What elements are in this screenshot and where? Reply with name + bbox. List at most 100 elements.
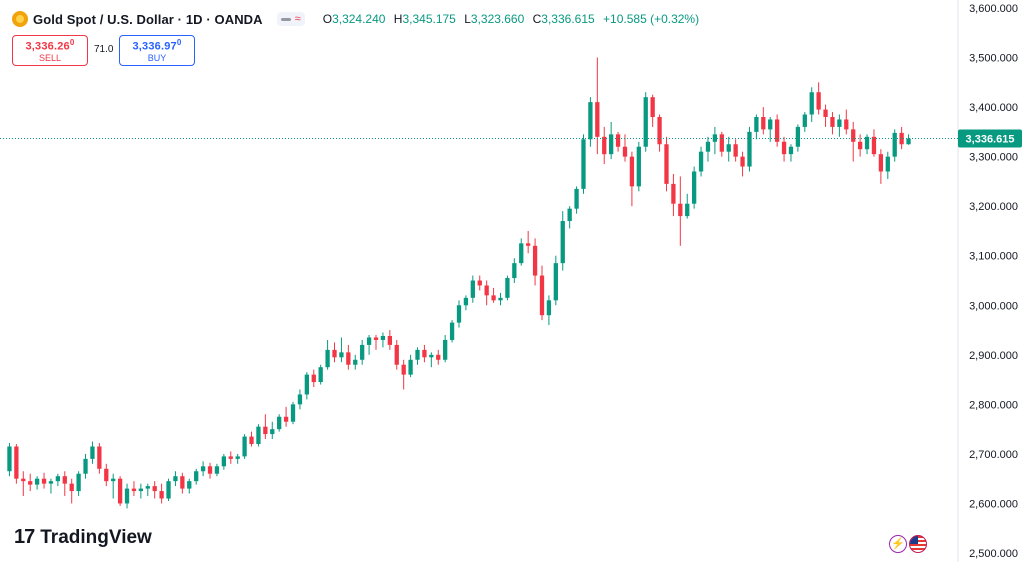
candle-body xyxy=(346,352,351,365)
candle-body xyxy=(187,481,192,489)
candle-body xyxy=(456,305,462,323)
candle-body xyxy=(491,295,496,301)
candle-body xyxy=(754,117,759,132)
candle-body xyxy=(228,456,233,459)
high-value: 3,345.175 xyxy=(402,12,456,26)
candle-body xyxy=(470,280,475,298)
candle-body xyxy=(90,446,95,459)
candle-body xyxy=(719,134,724,152)
candle-body xyxy=(615,134,621,147)
candle-body xyxy=(55,476,61,482)
candle-body xyxy=(270,429,275,435)
candle-body xyxy=(131,488,137,492)
candle-body xyxy=(553,263,558,301)
candle-body xyxy=(781,141,787,155)
wave-icon: ≈ xyxy=(294,13,301,25)
candle-body xyxy=(214,466,220,474)
sell-price: 3,336.260 xyxy=(25,37,75,53)
sell-label: SELL xyxy=(38,53,62,64)
y-tick-label: 3,400.000 xyxy=(969,102,1018,114)
candle-body xyxy=(463,297,469,306)
candle-body xyxy=(519,243,524,264)
candle-body xyxy=(159,491,164,499)
candle-body xyxy=(560,221,565,264)
candle-body xyxy=(837,119,842,127)
us-flag-icon[interactable] xyxy=(909,535,927,553)
y-tick-label: 2,700.000 xyxy=(969,449,1018,461)
candle-body xyxy=(899,132,904,145)
candle-body xyxy=(332,349,337,358)
y-tick-label: 3,500.000 xyxy=(969,53,1018,65)
candle-body xyxy=(97,446,102,469)
candle-body xyxy=(62,476,67,484)
buy-button[interactable]: 3,336.970 BUY xyxy=(119,35,195,66)
lightning-icon[interactable]: ⚡ xyxy=(889,535,907,553)
candle-body xyxy=(83,458,88,474)
candle-body xyxy=(609,134,614,155)
candle-body xyxy=(512,263,517,279)
candle-body xyxy=(124,488,130,504)
candle-body xyxy=(380,335,386,340)
candle-body xyxy=(595,102,600,137)
candle-body xyxy=(325,349,330,368)
spread-value: 71.0 xyxy=(94,44,114,55)
candle-body xyxy=(373,337,379,340)
candle-body xyxy=(401,364,406,375)
candle-body xyxy=(830,117,835,127)
tradingview-logo[interactable]: 17 TradingView xyxy=(14,526,152,549)
candle-body xyxy=(48,481,54,484)
candle-body xyxy=(629,156,635,187)
candle-body xyxy=(692,171,697,204)
candle-body xyxy=(366,337,372,345)
candle-body xyxy=(173,476,178,482)
candle-body xyxy=(152,486,157,492)
candle-body xyxy=(664,144,669,184)
candle-body xyxy=(111,478,116,482)
candle-body xyxy=(823,109,828,117)
close-label: C xyxy=(532,12,542,26)
candle-body xyxy=(816,92,821,110)
candle-body xyxy=(526,243,531,246)
candle-body xyxy=(21,478,26,482)
candle-body xyxy=(906,138,911,145)
candle-body xyxy=(194,471,199,482)
candle-body xyxy=(69,483,74,492)
bottom-icons: ⚡ xyxy=(889,535,927,553)
candle-body xyxy=(484,285,489,296)
y-tick-label: 3,600.000 xyxy=(969,3,1018,15)
low-label: L xyxy=(464,12,471,26)
symbol-title[interactable]: Gold Spot / U.S. Dollar · 1D · OANDA xyxy=(33,11,263,27)
candle-body xyxy=(277,416,282,430)
visibility-toggle[interactable]: ≈ xyxy=(276,12,305,26)
candle-body xyxy=(249,436,254,444)
candle-body xyxy=(304,374,309,395)
candle-body xyxy=(263,426,268,435)
candle-body xyxy=(200,466,206,472)
candle-body xyxy=(235,456,240,459)
candle-body xyxy=(498,297,503,301)
candle-body xyxy=(657,117,662,145)
close-value: 3,336.615 xyxy=(541,12,595,26)
candle-body xyxy=(788,146,794,155)
candle-body xyxy=(242,436,247,457)
candle-body xyxy=(747,131,752,167)
candle-body xyxy=(892,132,897,157)
candle-body xyxy=(41,478,47,484)
ohlc-readout: O3,324.240 H3,345.175 L3,323.660 C3,336.… xyxy=(323,12,704,26)
candle-body xyxy=(145,486,150,489)
candle-body xyxy=(415,349,420,360)
open-label: O xyxy=(322,12,333,26)
candle-body xyxy=(14,446,19,479)
candle-body xyxy=(574,188,579,209)
candle-body xyxy=(774,119,780,142)
chart-header: Gold Spot / U.S. Dollar · 1D · OANDA ≈ O… xyxy=(12,10,704,28)
y-tick-label: 2,900.000 xyxy=(969,350,1018,362)
candle-body xyxy=(180,476,185,489)
candle-body xyxy=(477,280,482,286)
gold-coin-icon xyxy=(12,11,28,27)
candle-body xyxy=(857,141,863,150)
buy-price: 3,336.970 xyxy=(132,37,182,53)
sell-button[interactable]: 3,336.260 SELL xyxy=(12,35,88,66)
candle-body xyxy=(726,144,731,152)
